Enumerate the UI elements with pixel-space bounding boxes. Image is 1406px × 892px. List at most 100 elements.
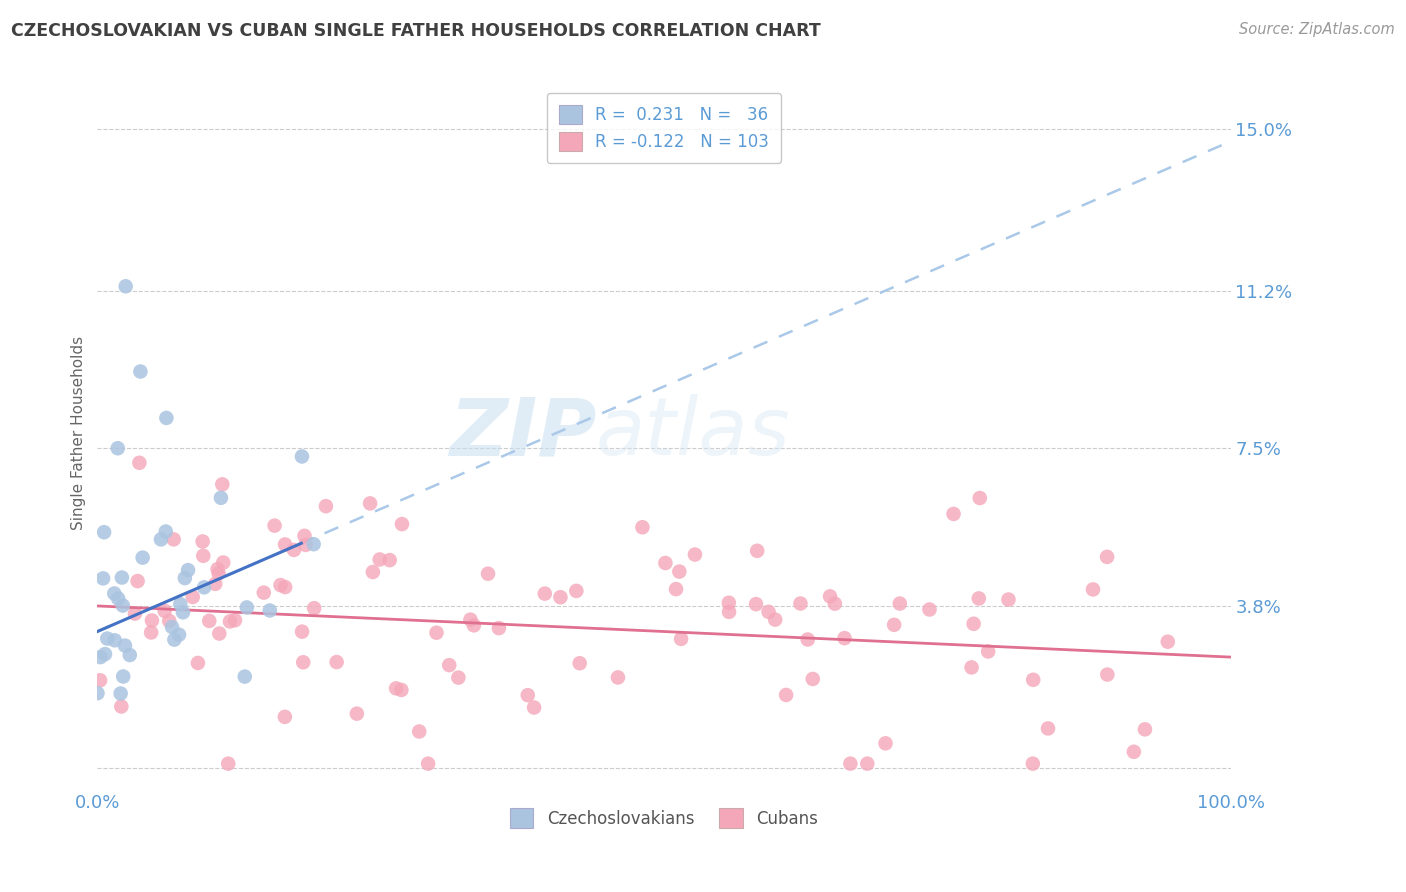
Point [224,613,246,627]
Point [654,556,676,570]
Point [211,477,233,491]
Point [112,669,135,683]
Point [977,644,1000,658]
Point [1022,756,1045,771]
Point [346,706,368,721]
Point [668,565,690,579]
Point [124,607,146,621]
Point [408,724,430,739]
Point [460,613,482,627]
Point [96,632,118,646]
Point [274,580,297,594]
Point [155,411,177,425]
Point [110,686,132,700]
Point [139,625,162,640]
Point [302,601,325,615]
Point [93,525,115,540]
Point [775,688,797,702]
Point [1133,723,1156,737]
Point [889,597,911,611]
Point [1157,634,1180,648]
Point [104,633,127,648]
Point [291,624,314,639]
Point [193,549,215,563]
Point [1081,582,1104,597]
Point [233,670,256,684]
Point [883,617,905,632]
Point [107,442,129,456]
Point [359,496,381,510]
Point [172,605,194,619]
Point [236,600,259,615]
Point [110,699,132,714]
Point [217,756,239,771]
Point [181,590,204,604]
Point [89,673,111,688]
Point [153,604,176,618]
Point [962,616,984,631]
Point [763,613,786,627]
Point [114,279,136,293]
Point [91,571,114,585]
Point [747,543,769,558]
Point [208,626,231,640]
Text: CZECHOSLOVAKIAN VS CUBAN SINGLE FATHER HOUSEHOLDS CORRELATION CHART: CZECHOSLOVAKIAN VS CUBAN SINGLE FATHER H… [11,22,821,40]
Point [187,656,209,670]
Point [391,517,413,532]
Point [283,543,305,558]
Point [488,621,510,635]
Point [568,657,591,671]
Point [253,585,276,599]
Point [292,655,315,669]
Point [207,566,229,581]
Text: ZIP: ZIP [449,394,596,473]
Point [368,552,391,566]
Point [118,648,141,662]
Point [967,591,990,606]
Point [516,688,538,702]
Point [960,660,983,674]
Point [875,736,897,750]
Point [89,650,111,665]
Point [631,520,654,534]
Point [193,580,215,594]
Point [294,529,316,543]
Point [177,563,200,577]
Point [155,524,177,539]
Text: Source: ZipAtlas.com: Source: ZipAtlas.com [1239,22,1395,37]
Point [86,686,108,700]
Point [439,658,461,673]
Point [127,574,149,588]
Point [274,710,297,724]
Point [294,538,316,552]
Point [718,605,741,619]
Point [191,534,214,549]
Point [259,603,281,617]
Point [1036,722,1059,736]
Point [270,578,292,592]
Point [834,631,856,645]
Point [565,583,588,598]
Point [1122,745,1144,759]
Point [163,533,186,547]
Point [219,615,242,629]
Point [1022,673,1045,687]
Point [167,628,190,642]
Point [169,597,191,611]
Point [550,591,572,605]
Point [315,499,337,513]
Point [1095,549,1118,564]
Point [683,548,706,562]
Point [796,632,818,647]
Point [204,577,226,591]
Point [111,570,134,584]
Point [111,599,134,613]
Point [114,639,136,653]
Point [665,582,688,596]
Point [207,562,229,576]
Point [856,756,879,771]
Point [131,550,153,565]
Point [385,681,408,696]
Point [533,586,555,600]
Point [1097,667,1119,681]
